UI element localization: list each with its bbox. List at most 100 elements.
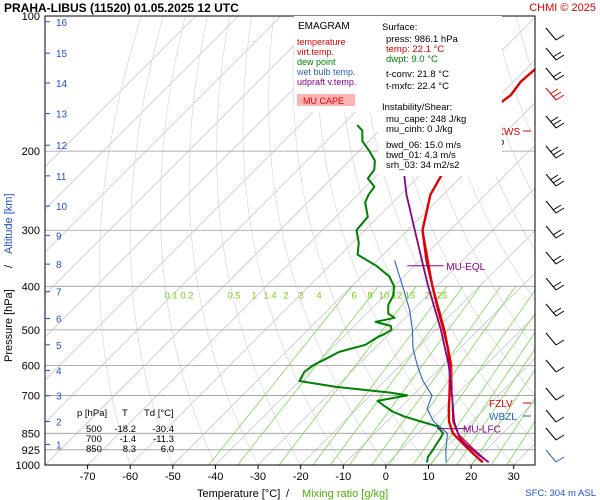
altitude-tick-label: 6: [56, 315, 62, 326]
mixing-ratio-line: [329, 286, 464, 465]
dry-adiabat-line: [493, 16, 535, 143]
wind-barb-flag: [555, 456, 565, 463]
x-tick-label: -10: [335, 471, 351, 483]
wind-barb-shaft: [545, 387, 557, 401]
dry-adiabat-line: [471, 16, 535, 199]
wind-barb: [545, 225, 565, 239]
wind-barb-flag: [555, 434, 565, 441]
mixing-ratio-line: [456, 348, 535, 465]
altitude-tick-label: 12: [56, 141, 68, 152]
mixing-ratio-line: [371, 286, 502, 465]
wind-barb-flag: [555, 34, 565, 41]
legend-heading: EMAGRAM: [298, 21, 350, 32]
isotherm-line: [45, 16, 282, 253]
wind-barb-shaft: [545, 449, 557, 463]
altitude-tick-label: 2: [56, 417, 62, 428]
dry-adiabat-line: [582, 16, 600, 465]
surface-temp: temp: 22.1 °C: [386, 44, 444, 55]
legend-item-updraft: udpraft v.temp.: [297, 77, 356, 87]
srh-03-value: srh_03: 34 m2/s2: [386, 160, 459, 171]
dry-adiabat-line: [405, 16, 535, 349]
ylabel-altitude: Altitude [km]: [3, 193, 15, 254]
wind-barb-flag: [552, 177, 562, 184]
wind-barb-flag: [555, 416, 565, 423]
wind-barb-shaft: [545, 225, 557, 239]
y-tick-label: 600: [22, 360, 40, 372]
dry-adiabat-line: [160, 16, 216, 465]
dry-adiabat-line: [449, 16, 535, 251]
wind-barb-flag: [552, 281, 562, 288]
altitude-tick-label: 16: [56, 18, 68, 29]
x-tick-label: -70: [80, 471, 96, 483]
y-tick-label: 200: [22, 146, 40, 158]
wind-barb-shaft: [545, 303, 557, 317]
wind-barb-shaft: [545, 173, 557, 187]
y-tick-label: 925: [22, 445, 40, 457]
wind-barb-flag: [549, 174, 559, 181]
wind-barb-flag: [555, 232, 565, 239]
wind-barb-flag: [552, 91, 562, 98]
series-temperature-line: [421, 67, 535, 464]
wind-barb: [545, 387, 565, 401]
table-cell: 8.3: [123, 444, 136, 455]
x-tick-label: 30: [508, 471, 520, 483]
surface-heading: Surface:: [382, 22, 417, 33]
wind-barb-flag: [555, 284, 565, 291]
wind-barb-flag: [555, 94, 565, 101]
wind-barb-flag: [549, 88, 559, 95]
xlabel-mixing-ratio: Mixing ratio [g/kg]: [302, 488, 388, 500]
mixing-ratio-line: [430, 312, 535, 465]
cape-box-label: MU CAPE: [303, 96, 344, 106]
y-tick-label: 700: [22, 390, 40, 402]
altitude-tick-label: 4: [56, 367, 62, 378]
wind-barb: [545, 359, 565, 373]
wbzl-label: WBZL: [489, 412, 517, 423]
dry-adiabat-line: [383, 16, 535, 397]
mixing-ratio-line: [490, 397, 535, 465]
wind-barb-shaft: [545, 27, 557, 41]
isotherm-line: [45, 16, 324, 296]
mu-cinh-value: mu_cinh: 0 J/kg: [386, 124, 453, 135]
table-header-t: T: [122, 408, 128, 419]
x-tick-label: -50: [165, 471, 181, 483]
wind-barb-flag: [552, 255, 562, 262]
wind-barb-shaft: [545, 251, 557, 265]
series-udpraft-v-temp-line: [400, 130, 490, 464]
wind-barb: [545, 332, 565, 346]
y-tick-label: 300: [22, 225, 40, 237]
mixing-ratio-line: [412, 289, 535, 465]
wind-barb-flag: [555, 152, 565, 159]
mixing-ratio-label: 10: [379, 290, 390, 301]
t-conv: t-conv: 21.8 °C: [386, 69, 449, 80]
surface-pressure: press: 986.1 hPa: [386, 34, 459, 45]
wind-barb-flag: [552, 51, 562, 58]
ylabel-separator: /: [3, 264, 15, 268]
wind-barb: [545, 251, 565, 265]
x-tick-label: 10: [422, 471, 434, 483]
wind-barb-shaft: [545, 67, 557, 81]
wind-barb: [545, 87, 565, 101]
altitude-tick-label: 14: [56, 79, 68, 90]
mixing-ratio-label: 0.2: [180, 290, 193, 301]
x-tick-label: 0: [383, 471, 389, 483]
info-background: [378, 16, 502, 176]
mixing-ratio-label: 3: [298, 290, 303, 301]
level-table: p [hPa] T Td [°C] 500 -18.2 -30.4 700 -1…: [77, 408, 174, 455]
altitude-tick-label: 13: [56, 110, 68, 121]
wind-barb: [545, 303, 565, 317]
credit-text: CHMI © 2025: [529, 2, 596, 14]
legend-item-virt-temp: virt.temp.: [297, 47, 334, 57]
isotherm-line: [215, 144, 535, 465]
wind-barb: [545, 427, 565, 441]
y-axis-label: Pressure [hPa] / Altitude [km]: [3, 193, 15, 362]
wind-barb: [545, 409, 565, 423]
t-mxfc: t-mxfc: 22.4 °C: [386, 81, 449, 92]
altitude-tick-label: 7: [56, 288, 62, 299]
wind-barb-flag: [552, 229, 562, 236]
wind-barb-flag: [549, 116, 559, 123]
mixing-ratio-label: 6: [351, 290, 356, 301]
legend-panel: EMAGRAM temperature virt.temp. dew point…: [294, 16, 378, 112]
mixing-ratio-label: 15: [405, 290, 416, 301]
